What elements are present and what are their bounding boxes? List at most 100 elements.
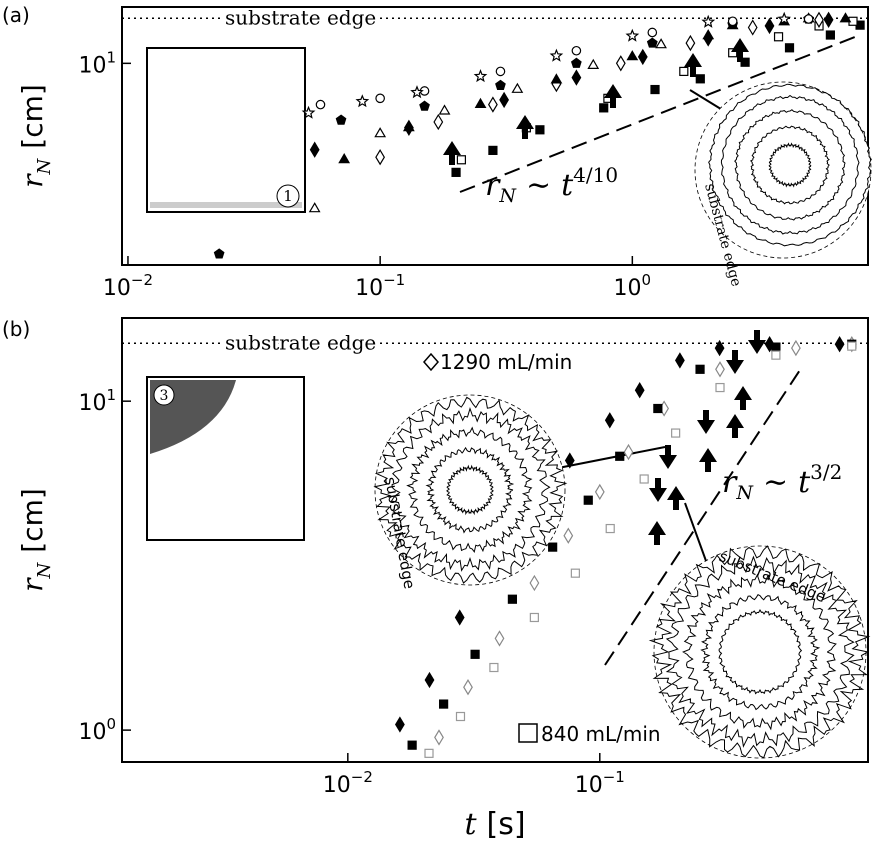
marker <box>536 126 544 134</box>
hline-label: substrate edge <box>225 5 376 29</box>
marker <box>672 429 680 437</box>
inset-number: 3 <box>160 388 169 404</box>
marker <box>648 38 657 47</box>
marker <box>311 143 319 157</box>
label-unit: [cm] <box>16 84 49 149</box>
marker <box>530 613 538 621</box>
power-law: rN∼t3/2 <box>722 460 842 504</box>
marker <box>606 525 614 533</box>
marker <box>549 543 557 551</box>
marker <box>513 84 523 92</box>
label-sub: N <box>34 561 55 579</box>
tick-base: 10 <box>78 391 106 416</box>
pl-t: t <box>798 465 811 500</box>
marker <box>765 19 773 33</box>
y-tick-label: 101 <box>78 386 116 416</box>
label-sub: N <box>34 157 55 175</box>
marker <box>310 203 320 211</box>
marker <box>804 15 812 23</box>
x-axis-label: t[s] <box>464 807 525 842</box>
marker <box>396 718 404 732</box>
marker <box>792 341 800 355</box>
marker <box>654 405 662 413</box>
marker <box>716 384 724 392</box>
marker <box>475 71 486 81</box>
label-unit: [cm] <box>16 488 49 553</box>
tick-base: 10 <box>78 720 106 745</box>
marker <box>357 96 368 106</box>
marker <box>464 680 472 694</box>
marker <box>571 569 579 577</box>
tick-base: 10 <box>323 773 351 798</box>
marker <box>564 529 572 543</box>
marker <box>471 650 479 658</box>
y-tick-label: 100 <box>78 715 116 745</box>
flow-label: 840 mL/min <box>541 722 661 746</box>
marker <box>824 13 832 27</box>
pl-sub: N <box>498 185 517 207</box>
marker <box>336 115 345 124</box>
marker <box>500 93 508 107</box>
marker <box>728 17 736 25</box>
marker <box>786 44 794 52</box>
marker <box>651 86 659 94</box>
pl-sub: N <box>735 482 754 504</box>
y-tick-label: 101 <box>78 48 116 78</box>
marker <box>456 611 464 625</box>
pl-exp: 3/2 <box>810 460 842 484</box>
marker <box>616 452 624 460</box>
tick-base: 10 <box>355 276 383 301</box>
marker <box>572 71 580 85</box>
x-tick-label: 10−1 <box>355 271 405 301</box>
marker <box>716 362 724 376</box>
marker <box>703 30 713 38</box>
tick-exp: −2 <box>131 271 153 289</box>
marker <box>376 150 384 164</box>
marker <box>686 36 694 50</box>
legend-glyph <box>424 354 438 370</box>
marker <box>584 496 592 504</box>
marker <box>452 168 460 176</box>
hline-label: substrate edge <box>225 330 376 354</box>
marker <box>772 343 780 351</box>
x-tick-label: 100 <box>614 271 652 301</box>
tick-exp: 1 <box>106 48 116 66</box>
connector <box>548 447 665 470</box>
marker <box>489 98 497 112</box>
pl-t: t <box>561 168 574 203</box>
inset-number: 1 <box>283 187 293 205</box>
marker <box>826 31 834 39</box>
tick-base: 10 <box>103 276 131 301</box>
tick-exp: −1 <box>603 768 625 786</box>
marker <box>596 485 604 499</box>
marker <box>375 128 385 136</box>
marker <box>848 342 856 350</box>
marker <box>425 749 433 757</box>
pl-exp: 4/10 <box>573 163 618 187</box>
marker <box>600 104 608 112</box>
marker <box>749 21 757 35</box>
tick-exp: 0 <box>642 271 652 289</box>
pl-sim: ∼ <box>526 168 551 203</box>
marker <box>496 67 504 75</box>
crack-patterns <box>375 82 871 758</box>
marker <box>552 75 562 83</box>
marker <box>624 445 632 459</box>
marker <box>648 28 656 36</box>
tick-exp: −1 <box>383 271 405 289</box>
marker <box>696 365 704 373</box>
tick-exp: 1 <box>106 386 116 404</box>
marker <box>457 156 465 164</box>
marker <box>316 100 324 108</box>
marker <box>772 351 780 359</box>
tick-base: 10 <box>575 773 603 798</box>
marker <box>376 94 384 102</box>
marker <box>775 33 783 41</box>
marker <box>606 413 614 427</box>
marker <box>434 115 442 129</box>
marker <box>215 249 224 258</box>
label-unit: [s] <box>487 807 526 842</box>
marker <box>835 337 843 351</box>
y-axis-label: rN[cm] <box>16 488 55 592</box>
marker <box>572 47 580 55</box>
